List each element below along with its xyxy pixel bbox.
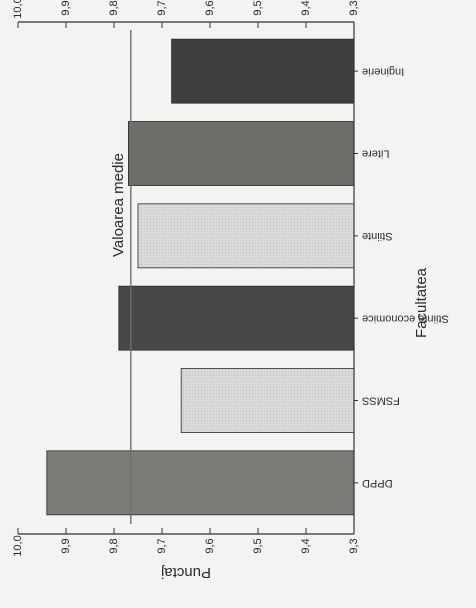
tick-label: 9,4 [300,538,312,553]
axes-layer [17,21,358,535]
tick-label: 9,9 [60,538,72,553]
category-label: Stiinte economice [362,312,449,324]
tick-label: 9,7 [156,0,168,15]
mean-line-label: Valoarea medie [110,153,127,257]
tick-label: 10,0 [12,535,24,556]
category-label: Stiinte [362,230,393,242]
mean-layer: Valoarea medie [110,30,132,524]
category-label: DPPD [362,477,393,489]
tick-label: 9,4 [300,0,312,15]
tick-label: 9,6 [204,538,216,553]
tick-label: 9,3 [348,0,360,15]
bar-stiinte [137,203,355,269]
category-label: Inginerie [362,65,404,77]
tick-label: 9,7 [156,538,168,553]
tick-label: 9,3 [348,538,360,553]
y-axis-title: Punctaj [161,564,211,581]
tick-label: 9,8 [108,538,120,553]
tick-label: 10,0 [12,0,24,19]
category-label: FSMSS [362,395,400,407]
category-label: Litere [362,148,390,160]
tick-label: 9,5 [252,0,264,15]
tick-labels: 9,3 9,3 9,4 9,4 9,5 9,5 9,6 9,6 9,7 9,7 9,8 9,8 9,9 9… [12,0,360,557]
tick-label: 9,5 [252,538,264,553]
x-axis-title: Facultatea [413,267,430,338]
bars-layer [46,38,355,516]
bar-stiinte-economice [118,285,355,351]
tick-label: 9,6 [204,0,216,15]
tick-label: 9,9 [60,0,72,15]
tick-label: 9,8 [108,0,120,15]
bar-litere [127,121,355,186]
bar-dppd [46,450,355,516]
rotated-plot: 9,3 9,3 9,4 9,4 9,5 9,5 9,6 9,6 9,7 9,7 9,8 9,8 9,9 9… [12,0,449,581]
bar-inginerie [171,38,355,104]
bar-fsmss [180,368,355,433]
